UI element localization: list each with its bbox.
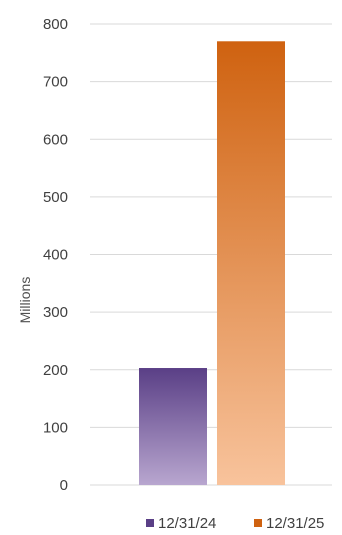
legend-swatch (254, 519, 262, 527)
y-tick-label: 300 (43, 304, 68, 321)
y-tick-label: 0 (60, 477, 68, 494)
y-tick-label: 500 (43, 189, 68, 206)
legend-swatch (146, 519, 154, 527)
gridlines (90, 23, 332, 486)
y-tick-label: 400 (43, 247, 68, 264)
legend-label: 12/31/24 (158, 515, 216, 532)
y-tick-label: 600 (43, 131, 68, 148)
bar-12-31-25 (217, 41, 285, 485)
y-axis-ticks: 0 100 200 300 400 500 600 700 800 (43, 16, 68, 494)
y-tick-label: 100 (43, 419, 68, 436)
y-tick-label: 700 (43, 74, 68, 91)
legend-label: 12/31/25 (266, 515, 324, 532)
y-tick-label: 800 (43, 16, 68, 33)
legend: 12/31/24 12/31/25 (146, 515, 324, 532)
bars (139, 41, 285, 485)
bar-12-31-24 (139, 368, 207, 485)
y-tick-label: 200 (43, 362, 68, 379)
y-axis-title: Millions (17, 277, 33, 324)
